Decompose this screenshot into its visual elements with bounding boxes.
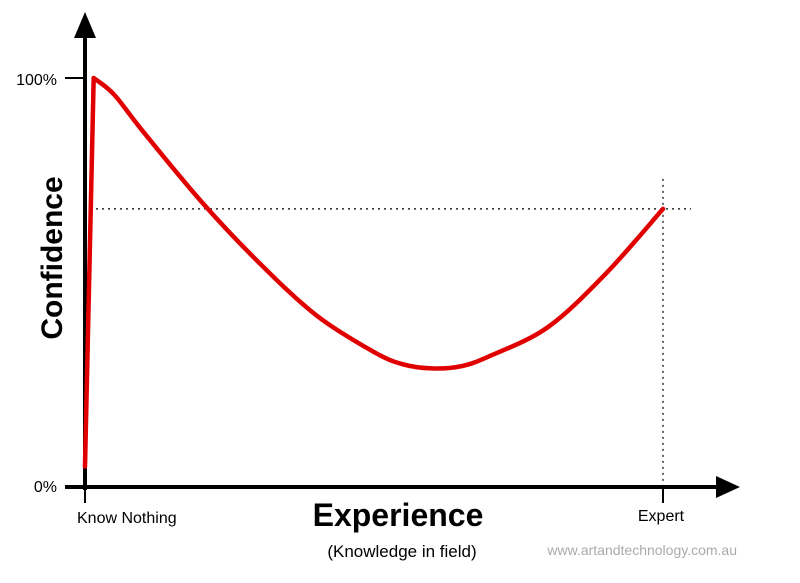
data-point-0-8	[400, 362, 405, 367]
data-point-0-9	[429, 366, 434, 371]
data-point-0-0	[83, 464, 87, 469]
data-point-0-12	[545, 325, 550, 330]
x-axis-title: Experience	[313, 497, 484, 533]
x-axis-arrow-icon	[716, 476, 740, 498]
x-axis-subtitle: (Knowledge in field)	[327, 542, 476, 561]
data-point-0-2	[111, 92, 116, 97]
data-point-0-14	[661, 206, 665, 211]
data-point-0-1	[91, 76, 96, 80]
series-layer	[82, 75, 666, 469]
data-point-0-6	[314, 313, 319, 318]
x-tick-label-start: Know Nothing	[77, 510, 177, 527]
series-line-0	[82, 75, 666, 469]
data-point-0-7	[372, 350, 376, 355]
x-tick-label-end: Expert	[638, 508, 685, 525]
data-point-0-4	[198, 198, 203, 203]
data-point-0-13	[603, 272, 608, 277]
data-point-0-11	[487, 354, 492, 359]
credit-text: www.artandtechnology.com.au	[546, 542, 737, 558]
data-point-0-5	[256, 260, 261, 265]
y-tick-label-100: 100%	[16, 72, 57, 89]
y-axis-arrow-icon	[74, 12, 96, 38]
data-point-0-10	[458, 364, 463, 369]
data-point-0-3	[140, 129, 145, 134]
reference-lines	[90, 178, 691, 487]
y-axis-title: Confidence	[36, 176, 69, 339]
y-tick-label-0: 0%	[34, 479, 57, 496]
